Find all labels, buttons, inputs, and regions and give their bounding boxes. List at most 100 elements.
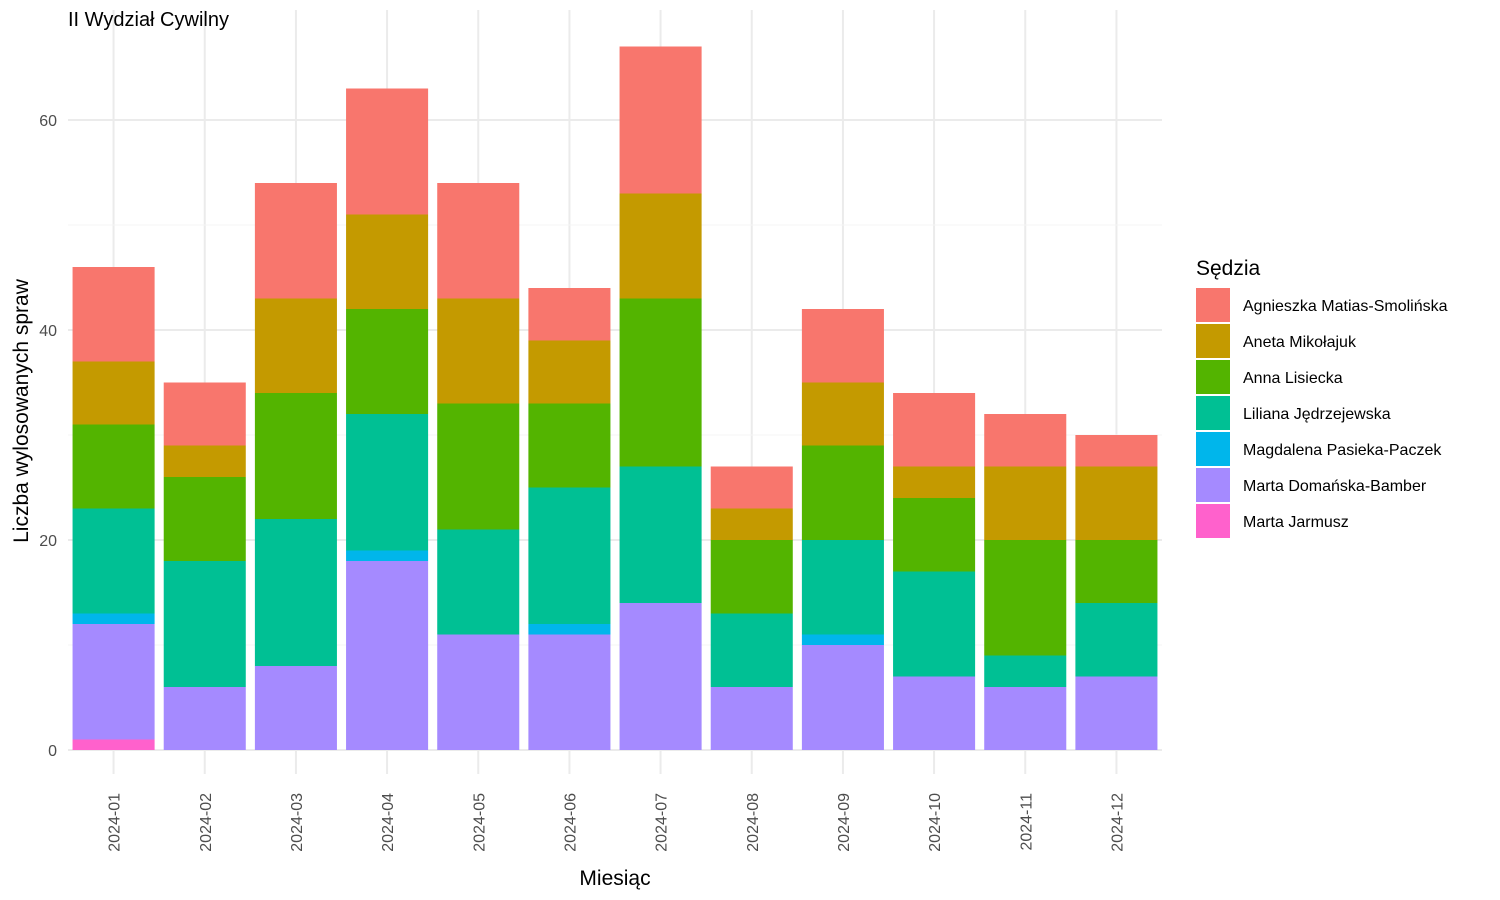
legend-label: Agnieszka Matias-Smolińska: [1243, 298, 1448, 315]
y-tick-label: 40: [39, 323, 57, 340]
bar-segment: [346, 550, 429, 561]
bar-segment: [528, 340, 611, 404]
legend-title: Sędzia: [1196, 257, 1261, 280]
bar-segment: [254, 393, 337, 519]
x-tick-label: 2024-02: [198, 793, 215, 852]
bar-segment: [72, 613, 155, 624]
legend-key: [1196, 288, 1230, 322]
chart-title: II Wydział Cywilny: [68, 9, 229, 31]
bar-segment: [801, 309, 884, 383]
bar-segment: [1075, 540, 1158, 603]
x-tick-label: 2024-04: [380, 793, 397, 852]
bar-segment: [528, 288, 611, 341]
bar-segment: [984, 466, 1067, 540]
x-tick-label: 2024-05: [471, 793, 488, 852]
x-tick-label: 2024-12: [1109, 793, 1126, 852]
bar-segment: [163, 445, 246, 477]
bar-segment: [801, 645, 884, 750]
legend-key: [1196, 324, 1230, 358]
bar-segment: [72, 739, 155, 750]
bar-segment: [893, 466, 976, 498]
x-axis-title: Miesiąc: [579, 867, 650, 890]
bar-segment: [984, 655, 1067, 687]
bar-segment: [72, 267, 155, 362]
bar-segment: [254, 519, 337, 666]
bar-segment: [710, 466, 793, 509]
legend-key: [1196, 504, 1230, 538]
bar-segment: [346, 214, 429, 309]
x-axis-ticks: 2024-01 2024-02 2024-03 2024-04 2024-05 2024-…: [107, 793, 1127, 852]
bar-segment: [893, 498, 976, 572]
bar-segment: [984, 414, 1067, 467]
bar-segment: [437, 298, 520, 404]
bar-segment: [619, 603, 702, 750]
bar-segment: [1075, 603, 1158, 677]
bar-segment: [72, 424, 155, 509]
x-tick-label: 2024-10: [927, 793, 944, 852]
legend-key: [1196, 360, 1230, 394]
bar-segment: [893, 676, 976, 750]
bar-segment: [801, 382, 884, 446]
legend-label: Marta Domańska-Bamber: [1243, 478, 1427, 495]
bar-segment: [72, 624, 155, 740]
x-tick-label: 2024-01: [107, 793, 124, 852]
bar-segment: [984, 540, 1067, 656]
bar-segment: [619, 193, 702, 299]
legend: Sędzia Agnieszka Matias-Smolińska Aneta M…: [1196, 257, 1448, 538]
bar-segment: [437, 529, 520, 635]
bar-segment: [801, 634, 884, 645]
legend-key: [1196, 468, 1230, 502]
bar-segment: [254, 298, 337, 393]
x-tick-label: 2024-03: [289, 793, 306, 852]
legend-label: Marta Jarmusz: [1243, 514, 1349, 531]
bars: [72, 46, 1158, 750]
x-tick-label: 2024-06: [562, 793, 579, 852]
legend-key: [1196, 396, 1230, 430]
bar-segment: [801, 540, 884, 635]
bar-segment: [1075, 466, 1158, 540]
legend-label: Aneta Mikołajuk: [1243, 334, 1357, 351]
bar-segment: [619, 298, 702, 467]
y-axis-ticks: 0 20 40 60: [39, 113, 57, 760]
x-tick-label: 2024-07: [654, 793, 671, 852]
bar-segment: [163, 687, 246, 750]
bar-segment: [710, 687, 793, 750]
bar-segment: [254, 666, 337, 750]
bar-segment: [528, 403, 611, 488]
bar-segment: [346, 88, 429, 215]
bar-segment: [710, 508, 793, 540]
bar-segment: [801, 445, 884, 540]
bar-segment: [619, 46, 702, 194]
bar-segment: [163, 561, 246, 687]
y-axis-title: Liczba wylosowanych spraw: [10, 278, 33, 543]
bar-segment: [437, 634, 520, 750]
bar-segment: [437, 183, 520, 299]
bar-segment: [1075, 435, 1158, 467]
x-tick-label: 2024-11: [1018, 793, 1035, 851]
bar-segment: [528, 624, 611, 635]
bar-segment: [163, 477, 246, 561]
legend-label: Liliana Jędrzejewska: [1243, 406, 1391, 423]
legend-key: [1196, 432, 1230, 466]
y-tick-label: 0: [48, 743, 57, 760]
x-tick-label: 2024-08: [745, 793, 762, 852]
bar-segment: [893, 393, 976, 467]
bar-segment: [528, 487, 611, 624]
bar-segment: [710, 613, 793, 687]
y-tick-label: 60: [39, 113, 57, 130]
bar-segment: [346, 309, 429, 414]
bar-segment: [163, 382, 246, 446]
bar-segment: [710, 540, 793, 614]
bar-segment: [72, 508, 155, 614]
bar-segment: [254, 183, 337, 299]
bar-segment: [984, 687, 1067, 750]
bar-segment: [346, 561, 429, 750]
bar-segment: [437, 403, 520, 530]
legend-label: Magdalena Pasieka-Paczek: [1243, 442, 1442, 459]
bar-segment: [346, 414, 429, 551]
x-tick-label: 2024-09: [836, 793, 853, 852]
bar-segment: [893, 571, 976, 677]
bar-segment: [72, 361, 155, 425]
bar-segment: [1075, 676, 1158, 750]
